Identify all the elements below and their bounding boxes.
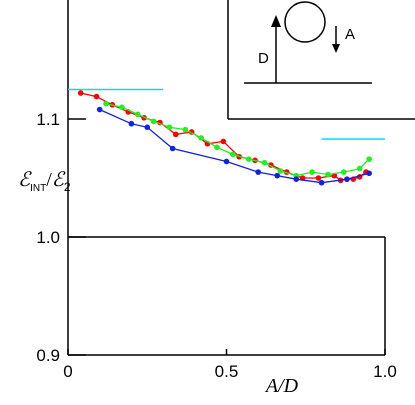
data-point (182, 126, 189, 133)
data-point (366, 156, 372, 162)
series-2 (96, 106, 372, 186)
data-point (325, 171, 331, 178)
x-tick-label: 0.5 (215, 362, 239, 381)
y-tick-label: 0.9 (36, 346, 60, 365)
data-point (366, 170, 372, 177)
data-point (277, 168, 284, 174)
data-point (356, 165, 363, 172)
y-label-slash: / (46, 169, 52, 191)
series (77, 90, 372, 186)
series-0 (77, 90, 369, 184)
data-point (309, 169, 315, 175)
data-point (255, 169, 261, 175)
inset-circle (284, 1, 326, 43)
ticks: 0.9 1.0 1.1 0 0.5 1.0 (36, 110, 396, 381)
data-point (96, 106, 103, 113)
data-point (220, 138, 227, 145)
data-point (274, 172, 281, 179)
data-point (119, 104, 125, 110)
reference-lines (68, 88, 385, 140)
data-point (340, 169, 347, 175)
y-label-main-2: ℰ (52, 169, 66, 191)
data-point (344, 176, 350, 182)
data-point (103, 100, 109, 107)
data-point (172, 131, 179, 138)
data-point (223, 158, 230, 165)
data-point (315, 175, 322, 181)
y-label-sub-1: INT (30, 183, 46, 194)
data-point (144, 124, 151, 131)
y-axis-label: ℰINT/ℰ2 (18, 169, 71, 194)
series-line (99, 109, 370, 184)
series-1 (103, 100, 372, 179)
y-tick-label: 1.1 (36, 110, 60, 129)
data-point (128, 120, 135, 127)
data-point (261, 159, 268, 166)
data-point (93, 93, 100, 100)
inset-label-d: D (258, 50, 269, 67)
data-point (169, 145, 176, 152)
x-tick-label: 1.0 (373, 362, 397, 381)
x-tick-label: 0 (63, 362, 72, 381)
y-label-sub-2: 2 (64, 180, 71, 194)
data-point (166, 124, 173, 131)
inset-a-arrowhead (332, 44, 340, 53)
data-point (77, 90, 84, 96)
data-point (198, 135, 204, 141)
data-point (134, 111, 141, 118)
data-point (318, 179, 325, 186)
inset-d-arrowhead (271, 15, 281, 27)
data-point (150, 118, 157, 125)
inset-label-a: A (345, 26, 355, 43)
data-point (230, 151, 236, 158)
x-axis-label: A/D (264, 375, 299, 397)
data-point (293, 176, 300, 182)
inset-diagram: D A (227, 0, 415, 120)
data-point (245, 156, 252, 162)
data-point (214, 144, 220, 151)
y-label-main-1: ℰ (18, 169, 32, 191)
y-tick-label: 1.0 (36, 228, 60, 247)
axes (67, 0, 386, 356)
